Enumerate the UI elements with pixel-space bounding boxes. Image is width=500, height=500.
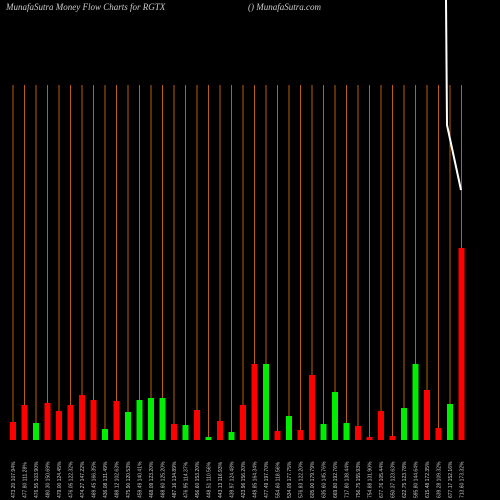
x-tick-label: 449.85 164.34% <box>253 461 259 498</box>
x-tick-label: 487.16 134.89% <box>172 461 178 498</box>
x-tick-label: 669.80 192.76% <box>333 461 339 498</box>
x-tick-label: 677.17 152.16% <box>448 461 454 498</box>
x-tick-label: 595.80 144.64% <box>414 461 420 498</box>
bar <box>113 401 120 440</box>
bar <box>286 416 292 440</box>
x-tick-label: 443.13 116.93% <box>218 461 224 498</box>
bar <box>378 411 384 440</box>
x-tick-label: 717.80 138.44% <box>345 461 351 498</box>
bar <box>251 364 258 440</box>
x-tick-label: 439.97 124.48% <box>230 461 236 498</box>
x-tick-label: 576.83 122.20% <box>299 461 305 498</box>
x-tick-label: 473.20 107.94% <box>11 461 17 498</box>
bar <box>21 405 28 440</box>
bar <box>10 422 16 440</box>
bar <box>389 436 396 440</box>
bar <box>148 398 154 440</box>
bar <box>458 248 465 440</box>
x-tick-label: 488.12 102.63% <box>115 461 121 498</box>
x-tick-label: 476.05 122.32% <box>69 461 75 498</box>
x-tick-label: 713.60 173.32% <box>460 461 466 498</box>
bar <box>125 412 131 440</box>
bar <box>79 395 85 440</box>
x-tick-label: 635.60 145.76% <box>322 461 328 498</box>
bar <box>205 437 212 440</box>
x-tick-label: 469.45 166.35% <box>92 461 98 498</box>
x-tick-label: 615.48 172.35% <box>425 461 431 498</box>
chart-subtitle: () MunafaSutra.com <box>248 2 321 12</box>
x-tick-label: 468.09 123.20% <box>149 461 155 498</box>
bar <box>424 390 430 440</box>
x-tick-label: 475.90 120.53% <box>126 461 132 498</box>
bar <box>171 424 177 440</box>
x-tick-label: 639.28 109.32% <box>437 461 443 498</box>
x-tick-label: 448.51 110.56% <box>207 461 213 498</box>
price-line <box>445 0 462 191</box>
bar <box>67 405 74 440</box>
x-tick-label: 476.95 114.37% <box>184 461 190 498</box>
x-tick-label: 754.88 131.90% <box>368 461 374 498</box>
bar <box>366 437 373 440</box>
x-tick-label: 605.00 179.79% <box>310 461 316 498</box>
bar <box>297 430 304 440</box>
bar <box>309 375 315 440</box>
bar <box>412 364 419 440</box>
x-tick-label: 468.60 125.20% <box>161 461 167 498</box>
bar <box>102 429 108 440</box>
x-tick-label: 459.49 140.41% <box>138 461 144 498</box>
bar <box>435 428 442 440</box>
x-tick-label: 476.55 103.90% <box>34 461 40 498</box>
bar <box>182 425 189 440</box>
bar <box>320 424 327 440</box>
bar <box>343 423 350 440</box>
x-tick-label: 436.08 131.49% <box>103 461 109 498</box>
bar <box>217 421 223 440</box>
x-tick-label: 423.96 156.20% <box>241 461 247 498</box>
x-tick-label: 677.76 105.44% <box>379 461 385 498</box>
bar <box>90 400 97 440</box>
bar <box>447 404 453 440</box>
bar <box>332 392 338 440</box>
bar <box>228 432 235 440</box>
bar <box>56 411 62 440</box>
chart-title: MunafaSutra Money Flow Charts for RGTX <box>5 2 166 12</box>
x-tick-label: 474.27 147.22% <box>80 461 86 498</box>
bar <box>355 426 361 440</box>
bar <box>240 405 246 440</box>
bar <box>401 408 407 440</box>
x-tick-label: 456.60 153.20% <box>195 461 201 498</box>
x-labels: 473.20 107.94% 477.80 111.28% 476.55 103.9… <box>11 461 466 498</box>
x-tick-label: 477.49 197.70% <box>264 461 270 498</box>
bar <box>274 431 281 440</box>
x-tick-label: 756.75 155.93% <box>356 461 362 498</box>
x-tick-label: 477.80 111.28% <box>23 462 29 498</box>
bar <box>44 403 51 440</box>
bar <box>136 400 143 440</box>
x-tick-label: 622.75 123.78% <box>402 461 408 498</box>
bar <box>194 410 200 440</box>
x-tick-label: 554.60 118.56% <box>276 461 282 498</box>
bar <box>33 423 39 440</box>
bar <box>159 398 166 440</box>
x-tick-label: 650.37 123.63% <box>391 461 397 498</box>
x-tick-label: 479.00 124.45% <box>57 461 63 498</box>
bar <box>263 364 269 440</box>
x-tick-label: 480.30 150.69% <box>46 461 52 498</box>
x-tick-label: 534.09 177.75% <box>287 461 293 498</box>
bars <box>10 248 465 440</box>
